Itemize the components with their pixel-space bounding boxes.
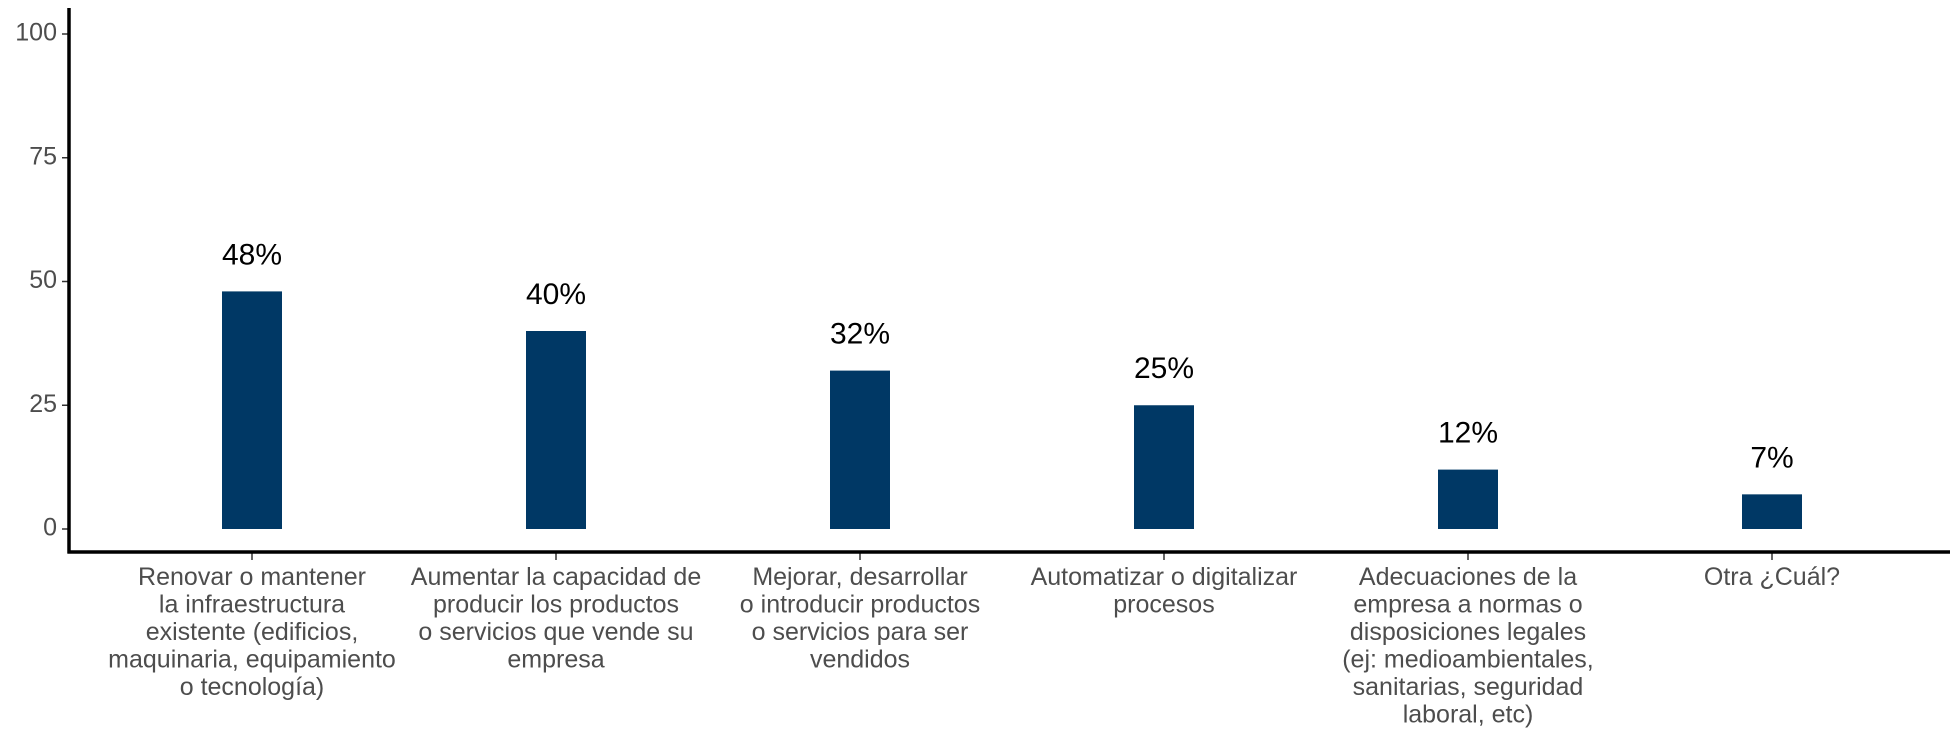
x-tick-label-line: Aumentar la capacidad de	[411, 563, 701, 591]
bar	[526, 331, 586, 529]
y-tick-label: 25	[29, 390, 57, 418]
x-tick-label-line: Otra ¿Cuál?	[1704, 563, 1840, 591]
value-label: 32%	[830, 318, 890, 351]
x-tick-label: Automatizar o digitalizar procesos	[1031, 563, 1298, 619]
x-tick-label-line: Adecuaciones de la	[1359, 563, 1577, 591]
x-tick-label-line: Mejorar, desarrollar	[752, 563, 967, 591]
x-tick-label-line: disposiciones legales	[1350, 618, 1586, 646]
x-tick-label-line: vendidos	[810, 645, 910, 673]
x-tick-label-line: laboral, etc)	[1403, 700, 1534, 728]
value-label: 12%	[1438, 417, 1498, 450]
x-tick-label-line: empresa a normas o	[1353, 590, 1582, 618]
y-tick-label: 100	[15, 19, 57, 47]
x-tick-label-line: empresa	[507, 645, 604, 673]
x-tick-label-line: Automatizar o digitalizar	[1031, 563, 1298, 591]
x-tick-label: Renovar o mantener la infraestructura exis…	[108, 563, 396, 701]
x-tick-label-line: o tecnología)	[180, 673, 325, 701]
x-tick-label: Adecuaciones de la empresa a normas o disp…	[1342, 563, 1594, 729]
x-tick-label-line: sanitarias, seguridad	[1353, 673, 1584, 701]
value-label: 40%	[526, 278, 586, 311]
y-tick-label: 0	[43, 514, 57, 542]
bar	[1438, 469, 1498, 529]
x-tick-label-line: Renovar o mantener	[138, 563, 366, 591]
y-tick-label: 50	[29, 266, 57, 294]
x-tick-label-line: maquinaria, equipamiento	[108, 645, 396, 673]
x-tick-label: Aumentar la capacidad de producir los pro…	[411, 563, 701, 674]
x-tick-label: Otra ¿Cuál?	[1704, 563, 1840, 591]
value-label: 7%	[1750, 441, 1793, 474]
value-label: 25%	[1134, 352, 1194, 385]
x-tick-label-line: (ej: medioambientales,	[1342, 645, 1594, 673]
x-tick-label-line: procesos	[1113, 590, 1214, 618]
x-tick-label-line: o servicios para ser	[752, 618, 969, 646]
bar	[830, 370, 890, 529]
bar	[1134, 405, 1194, 529]
bar	[222, 291, 282, 529]
x-tick-label-line: la infraestructura	[159, 590, 345, 618]
x-tick-label-line: o servicios que vende su	[418, 618, 693, 646]
bar	[1742, 494, 1802, 529]
value-label: 48%	[222, 238, 282, 271]
x-tick-label-line: o introducir productos	[740, 590, 980, 618]
x-tick-label: Mejorar, desarrollar o introducir product…	[740, 563, 980, 674]
x-tick-label-line: producir los productos	[433, 590, 679, 618]
y-tick-label: 75	[29, 142, 57, 170]
x-tick-label-line: existente (edificios,	[146, 618, 359, 646]
